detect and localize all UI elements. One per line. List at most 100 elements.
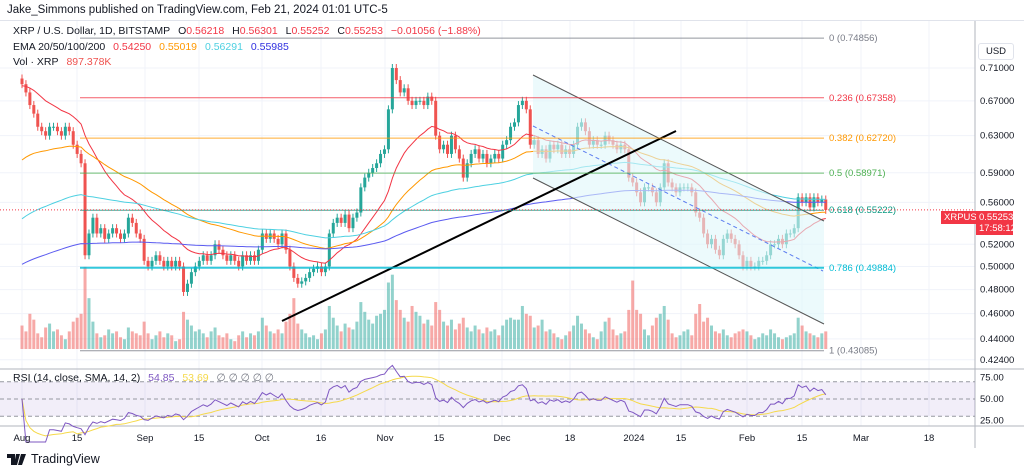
volume-bar [745,331,749,349]
candle-body [394,68,398,81]
volume-bar [430,325,434,349]
volume-bar [225,333,229,349]
volume-label[interactable]: Vol · XRP [13,56,59,68]
volume-bar [713,331,717,349]
volume-bar [737,331,741,349]
volume-bar [115,331,119,349]
volume-bar [599,331,603,349]
volume-bar [150,339,154,349]
volume-bar [461,317,465,349]
volume-bar [99,337,103,349]
candle-body [189,272,193,284]
price-tick-label: 0.44000 [980,334,1014,345]
candle-body [434,100,438,136]
volume-bar [28,313,32,349]
volume-bar [741,329,745,349]
volume-bar [473,325,477,349]
volume-bar [690,335,694,349]
fib-level-label: 0.786 (0.49884) [829,263,896,274]
candle-body [430,96,434,101]
volume-bars [20,266,828,349]
volume-bar [635,309,639,349]
rsi-tick-label: 25.00 [980,416,1004,427]
volume-bar [44,327,48,349]
volume-bar [591,337,595,349]
candle-body [32,105,36,114]
volume-bar [595,339,599,349]
candle-body [79,153,83,164]
candle-body [379,153,383,164]
volume-bar [670,333,674,349]
volume-bar [347,327,351,349]
volume-bar [162,337,166,349]
candle-body [493,153,497,159]
volume-bar [138,335,142,349]
chart-frame[interactable]: 0.71000 0.67000 0.63000 0.59000 0.56000 0.520… [0,20,1024,448]
ema20-value: 0.54250 [113,41,152,53]
candle-body [528,109,532,145]
date-tick-label: 15 [434,433,445,444]
volume-bar [32,319,36,349]
price-tick-label: 0.50000 [980,261,1014,272]
volume-bar [804,331,808,349]
volume-bar [753,339,757,349]
volume-bar [351,329,355,349]
candle-body [217,244,221,250]
volume-bar [331,317,335,349]
tradingview-footer[interactable]: TradingView [7,452,100,466]
candle-body [245,255,249,261]
volume-bar [394,300,398,349]
channel-mid-line [532,125,824,272]
volume-bar [398,309,402,349]
candle-body [241,255,245,267]
volume-bar [757,337,761,349]
channel-upper-line [532,74,825,222]
volume-bar [67,331,71,349]
candle-body [386,109,390,150]
candle-body [115,228,119,234]
candle-body [375,163,379,169]
volume-bar [485,327,489,349]
candle-body [233,255,237,261]
price-chart[interactable]: 0.71000 0.67000 0.63000 0.59000 0.56000 0.520… [0,21,1024,448]
volume-bar [623,331,627,349]
volume-bar [528,315,532,349]
ema-label[interactable]: EMA 20/50/100/200 [13,41,106,53]
candle-body [513,122,516,127]
ema50-value: 0.55019 [159,41,198,53]
candle-body [229,255,233,261]
date-tick-label: Sep [137,433,154,444]
volume-bar [323,329,327,349]
rsi-sma-line [21,375,826,437]
volume-bar [386,282,390,349]
volume-bar [201,333,205,349]
candle-body [501,144,505,159]
candle-body [469,153,473,164]
high-label: H [232,25,240,37]
rsi-label[interactable]: RSI (14, close, SMA, 14, 2) [13,372,141,384]
volume-bar [674,337,678,349]
candle-body [816,197,820,203]
volume-bar [481,333,485,349]
volume-bar [654,317,658,349]
candle-body [438,135,442,150]
change-value: −0.01056 (−1.88%) [390,25,481,37]
volume-bar [272,333,276,349]
volume-bar [619,333,623,349]
currency-button[interactable]: USD [978,43,1014,60]
candle-body [55,126,59,132]
volume-bar [646,335,650,349]
volume-bar [792,333,796,349]
candle-body [249,255,253,261]
volume-bar [343,323,347,349]
volume-bar [442,321,446,349]
candle-body [457,149,461,159]
volume-bar [308,337,312,349]
volume-bar [721,329,725,349]
volume-bar [95,333,99,349]
candle-body [111,228,115,234]
volume-bar [185,319,189,349]
volume-bar [532,327,536,349]
volume-bar [469,331,473,349]
volume-bar [816,337,820,349]
